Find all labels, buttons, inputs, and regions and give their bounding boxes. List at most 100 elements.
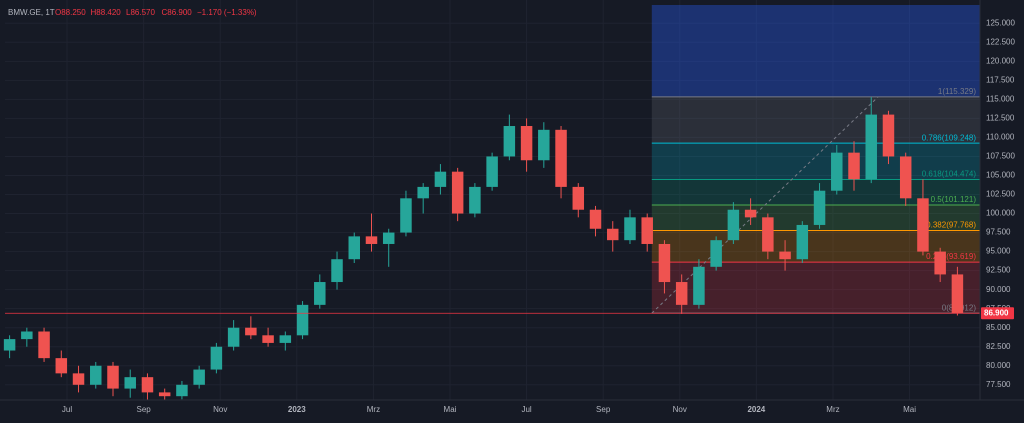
- candle-body: [296, 304, 309, 336]
- symbol: BMW.GE, 1T: [8, 8, 55, 17]
- y-tick-label: 122.500: [986, 37, 1015, 46]
- candle-body: [486, 156, 498, 187]
- last-price-label: 86.900: [984, 308, 1009, 317]
- candle-body: [503, 126, 516, 157]
- candle-body: [641, 217, 653, 244]
- candle-body: [382, 232, 395, 244]
- candle-body: [348, 236, 360, 260]
- candle-body: [3, 339, 16, 351]
- fib-zone: [651, 262, 980, 314]
- ohlc-value: −1.170 (−1.33%): [197, 8, 257, 17]
- candle-body: [607, 228, 619, 241]
- candle-body: [555, 129, 567, 187]
- candle-body: [848, 152, 860, 180]
- candle-body: [589, 209, 602, 229]
- candle-body: [934, 251, 946, 275]
- y-tick-label: 90.000: [986, 285, 1011, 294]
- y-tick-label: 125.000: [986, 18, 1015, 27]
- candle-body: [572, 186, 585, 210]
- y-tick-label: 112.500: [986, 114, 1015, 123]
- candle-body: [279, 335, 292, 343]
- ohlc-value: O88.250: [55, 8, 86, 17]
- y-tick-label: 102.500: [986, 190, 1015, 199]
- candle-body: [899, 156, 912, 199]
- candle-body: [882, 114, 895, 157]
- fib-level-label: 1(115.329): [938, 87, 976, 96]
- fib-zone: [651, 143, 980, 180]
- x-tick-label: Mrz: [826, 405, 839, 414]
- candle-body: [658, 243, 671, 283]
- fib-level-label: 0.5(101.121): [931, 195, 977, 204]
- candle-body: [210, 346, 223, 370]
- candle-body: [90, 365, 102, 385]
- y-tick-label: 115.000: [986, 94, 1015, 103]
- candle-body: [365, 236, 378, 244]
- candle-body: [796, 224, 809, 260]
- y-tick-label: 82.500: [986, 342, 1011, 351]
- candle-body: [831, 152, 843, 191]
- x-tick-label: Jul: [521, 405, 531, 414]
- ohlc-value: C86.900: [162, 8, 193, 17]
- y-tick-label: 85.000: [986, 323, 1011, 332]
- x-tick-label: 2024: [747, 405, 765, 414]
- x-tick-label: Mai: [444, 405, 457, 414]
- candle-body: [762, 217, 774, 252]
- y-tick-label: 92.500: [986, 266, 1011, 275]
- fib-zone: [651, 96, 980, 144]
- candle-body: [176, 384, 188, 397]
- fib-level-label: 0.236(93.619): [926, 252, 976, 261]
- candle-body: [400, 198, 412, 233]
- ohlc-value: H88.420: [91, 8, 122, 17]
- x-tick-label: Sep: [137, 405, 152, 414]
- candle-body: [917, 198, 929, 252]
- candle-body: [38, 331, 50, 359]
- fib-level-label: 0.382(97.768): [926, 221, 976, 230]
- candle-body: [434, 171, 447, 187]
- x-tick-label: Sep: [596, 405, 611, 414]
- y-tick-label: 95.000: [986, 247, 1011, 256]
- candle-body: [779, 251, 791, 260]
- x-tick-label: Mai: [903, 405, 916, 414]
- candle-body: [331, 259, 343, 283]
- x-tick-label: Mrz: [367, 405, 380, 414]
- candle-body: [951, 274, 964, 314]
- candle-body: [520, 126, 533, 161]
- y-tick-label: 110.000: [986, 133, 1015, 142]
- candle-body: [675, 282, 688, 305]
- x-tick-label: Jul: [62, 405, 72, 414]
- candle-body: [141, 377, 154, 393]
- candle-body: [538, 129, 550, 161]
- x-tick-label: Nov: [673, 405, 687, 414]
- candle-body: [710, 240, 722, 267]
- candle-body: [158, 392, 171, 397]
- candle-body: [55, 358, 68, 374]
- candle-body: [262, 335, 274, 343]
- candle-body: [451, 171, 464, 214]
- ohlc-value: L86.570: [126, 8, 155, 17]
- fib-level-label: 0.786(109.248): [922, 133, 977, 142]
- candle-body: [727, 209, 740, 241]
- candle-body: [417, 186, 429, 199]
- candle-body: [624, 217, 636, 241]
- y-tick-label: 105.000: [986, 171, 1015, 180]
- x-tick-label: Nov: [213, 405, 227, 414]
- candle-body: [193, 369, 205, 385]
- y-tick-label: 100.000: [986, 209, 1015, 218]
- x-tick-label: 2023: [288, 405, 306, 414]
- candle-body: [813, 190, 826, 225]
- candle-body: [245, 327, 257, 336]
- y-tick-label: 120.000: [986, 56, 1015, 65]
- candle-body: [72, 373, 85, 385]
- y-tick-label: 77.500: [986, 380, 1011, 389]
- candle-body: [865, 114, 877, 180]
- candle-body: [744, 209, 757, 218]
- last-price-box: [981, 307, 1014, 320]
- candle-body: [693, 266, 705, 305]
- y-tick-label: 107.500: [986, 152, 1015, 161]
- y-tick-label: 117.500: [986, 75, 1015, 84]
- fib-extension-zone: [651, 5, 980, 97]
- y-tick-label: 80.000: [986, 361, 1011, 370]
- candle-body: [469, 186, 481, 214]
